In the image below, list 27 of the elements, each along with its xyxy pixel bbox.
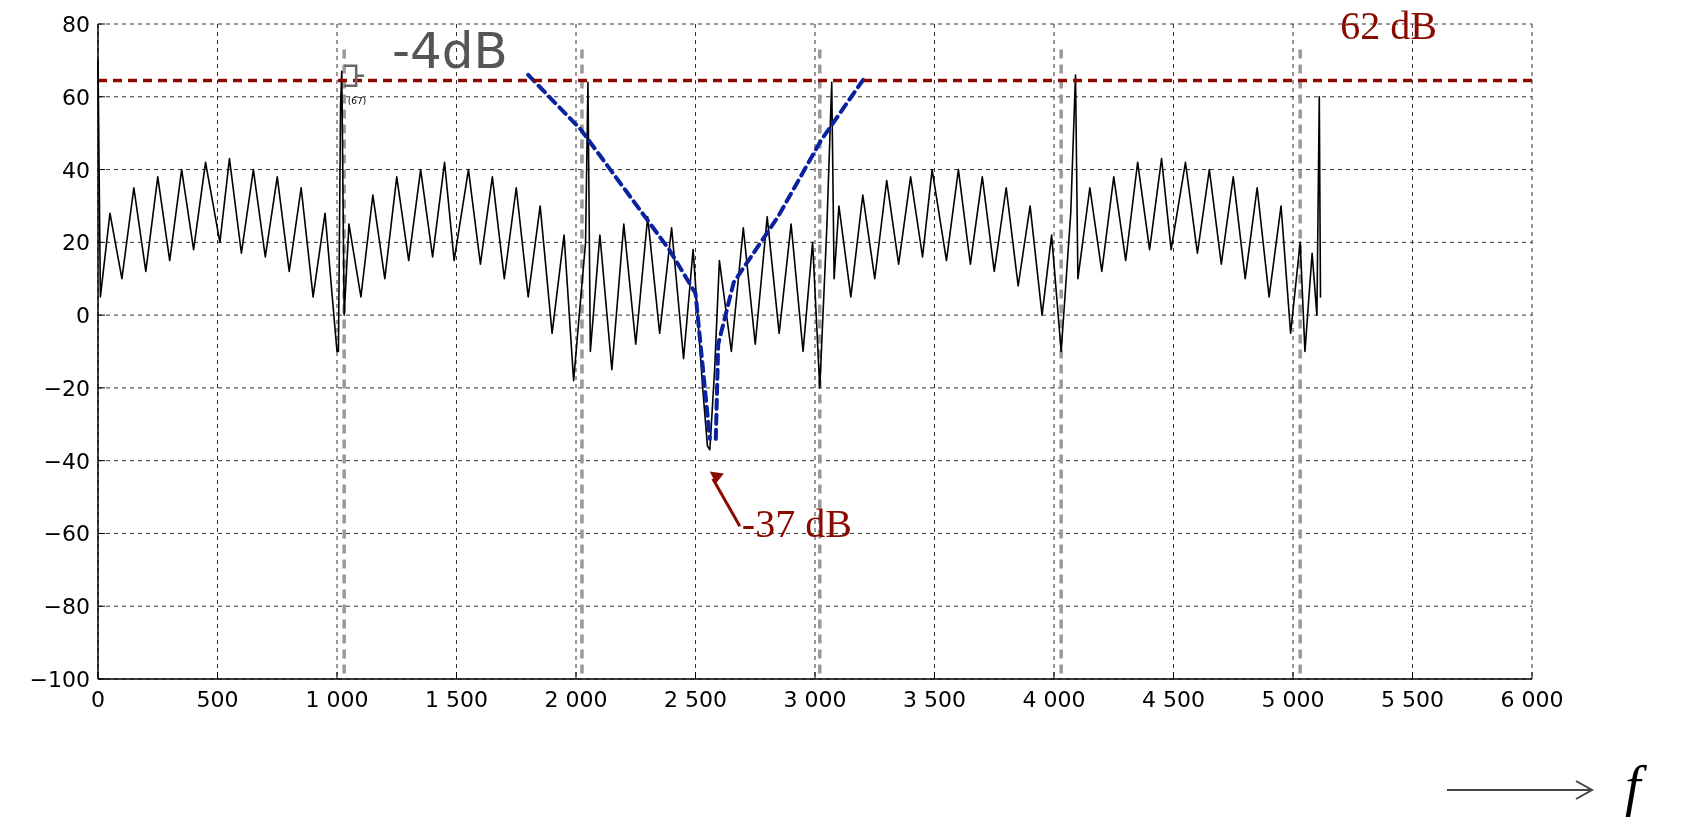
x-tick-label: 6 000	[1500, 687, 1564, 712]
annotation: -4dB	[391, 21, 508, 80]
x-tick-label: 1 000	[305, 687, 369, 712]
annotation: 62 dB	[1340, 2, 1437, 48]
y-tick-label: −60	[43, 521, 90, 547]
x-tick-label: 4 500	[1142, 687, 1205, 712]
y-tick-label: −80	[43, 594, 90, 620]
annotation: -37 dB	[741, 501, 852, 547]
x-tick-label: 5 000	[1261, 687, 1325, 712]
y-tick-label: 80	[62, 12, 90, 37]
x-tick-label: 3 500	[903, 687, 966, 712]
y-tick-label: −20	[43, 375, 90, 401]
y-tick-label: 20	[62, 230, 90, 256]
y-tick-label: −100	[29, 667, 90, 692]
y-tick-label: −40	[43, 448, 90, 474]
y-tick-label: 40	[62, 157, 90, 183]
x-tick-label: 2 000	[544, 687, 608, 712]
x-tick-label: 5 500	[1381, 687, 1444, 712]
x-tick-label: 500	[196, 687, 239, 712]
x-tick-label: 2 500	[664, 687, 727, 712]
x-tick-label: 4 000	[1022, 687, 1086, 712]
x-axis-title: f	[1625, 755, 1648, 817]
y-tick-label: 0	[76, 303, 90, 329]
x-tick-label: 3 000	[783, 687, 847, 712]
annotation: (67)	[347, 96, 367, 107]
x-tick-label: 1 500	[425, 687, 488, 712]
y-tick-label: 60	[62, 84, 90, 110]
